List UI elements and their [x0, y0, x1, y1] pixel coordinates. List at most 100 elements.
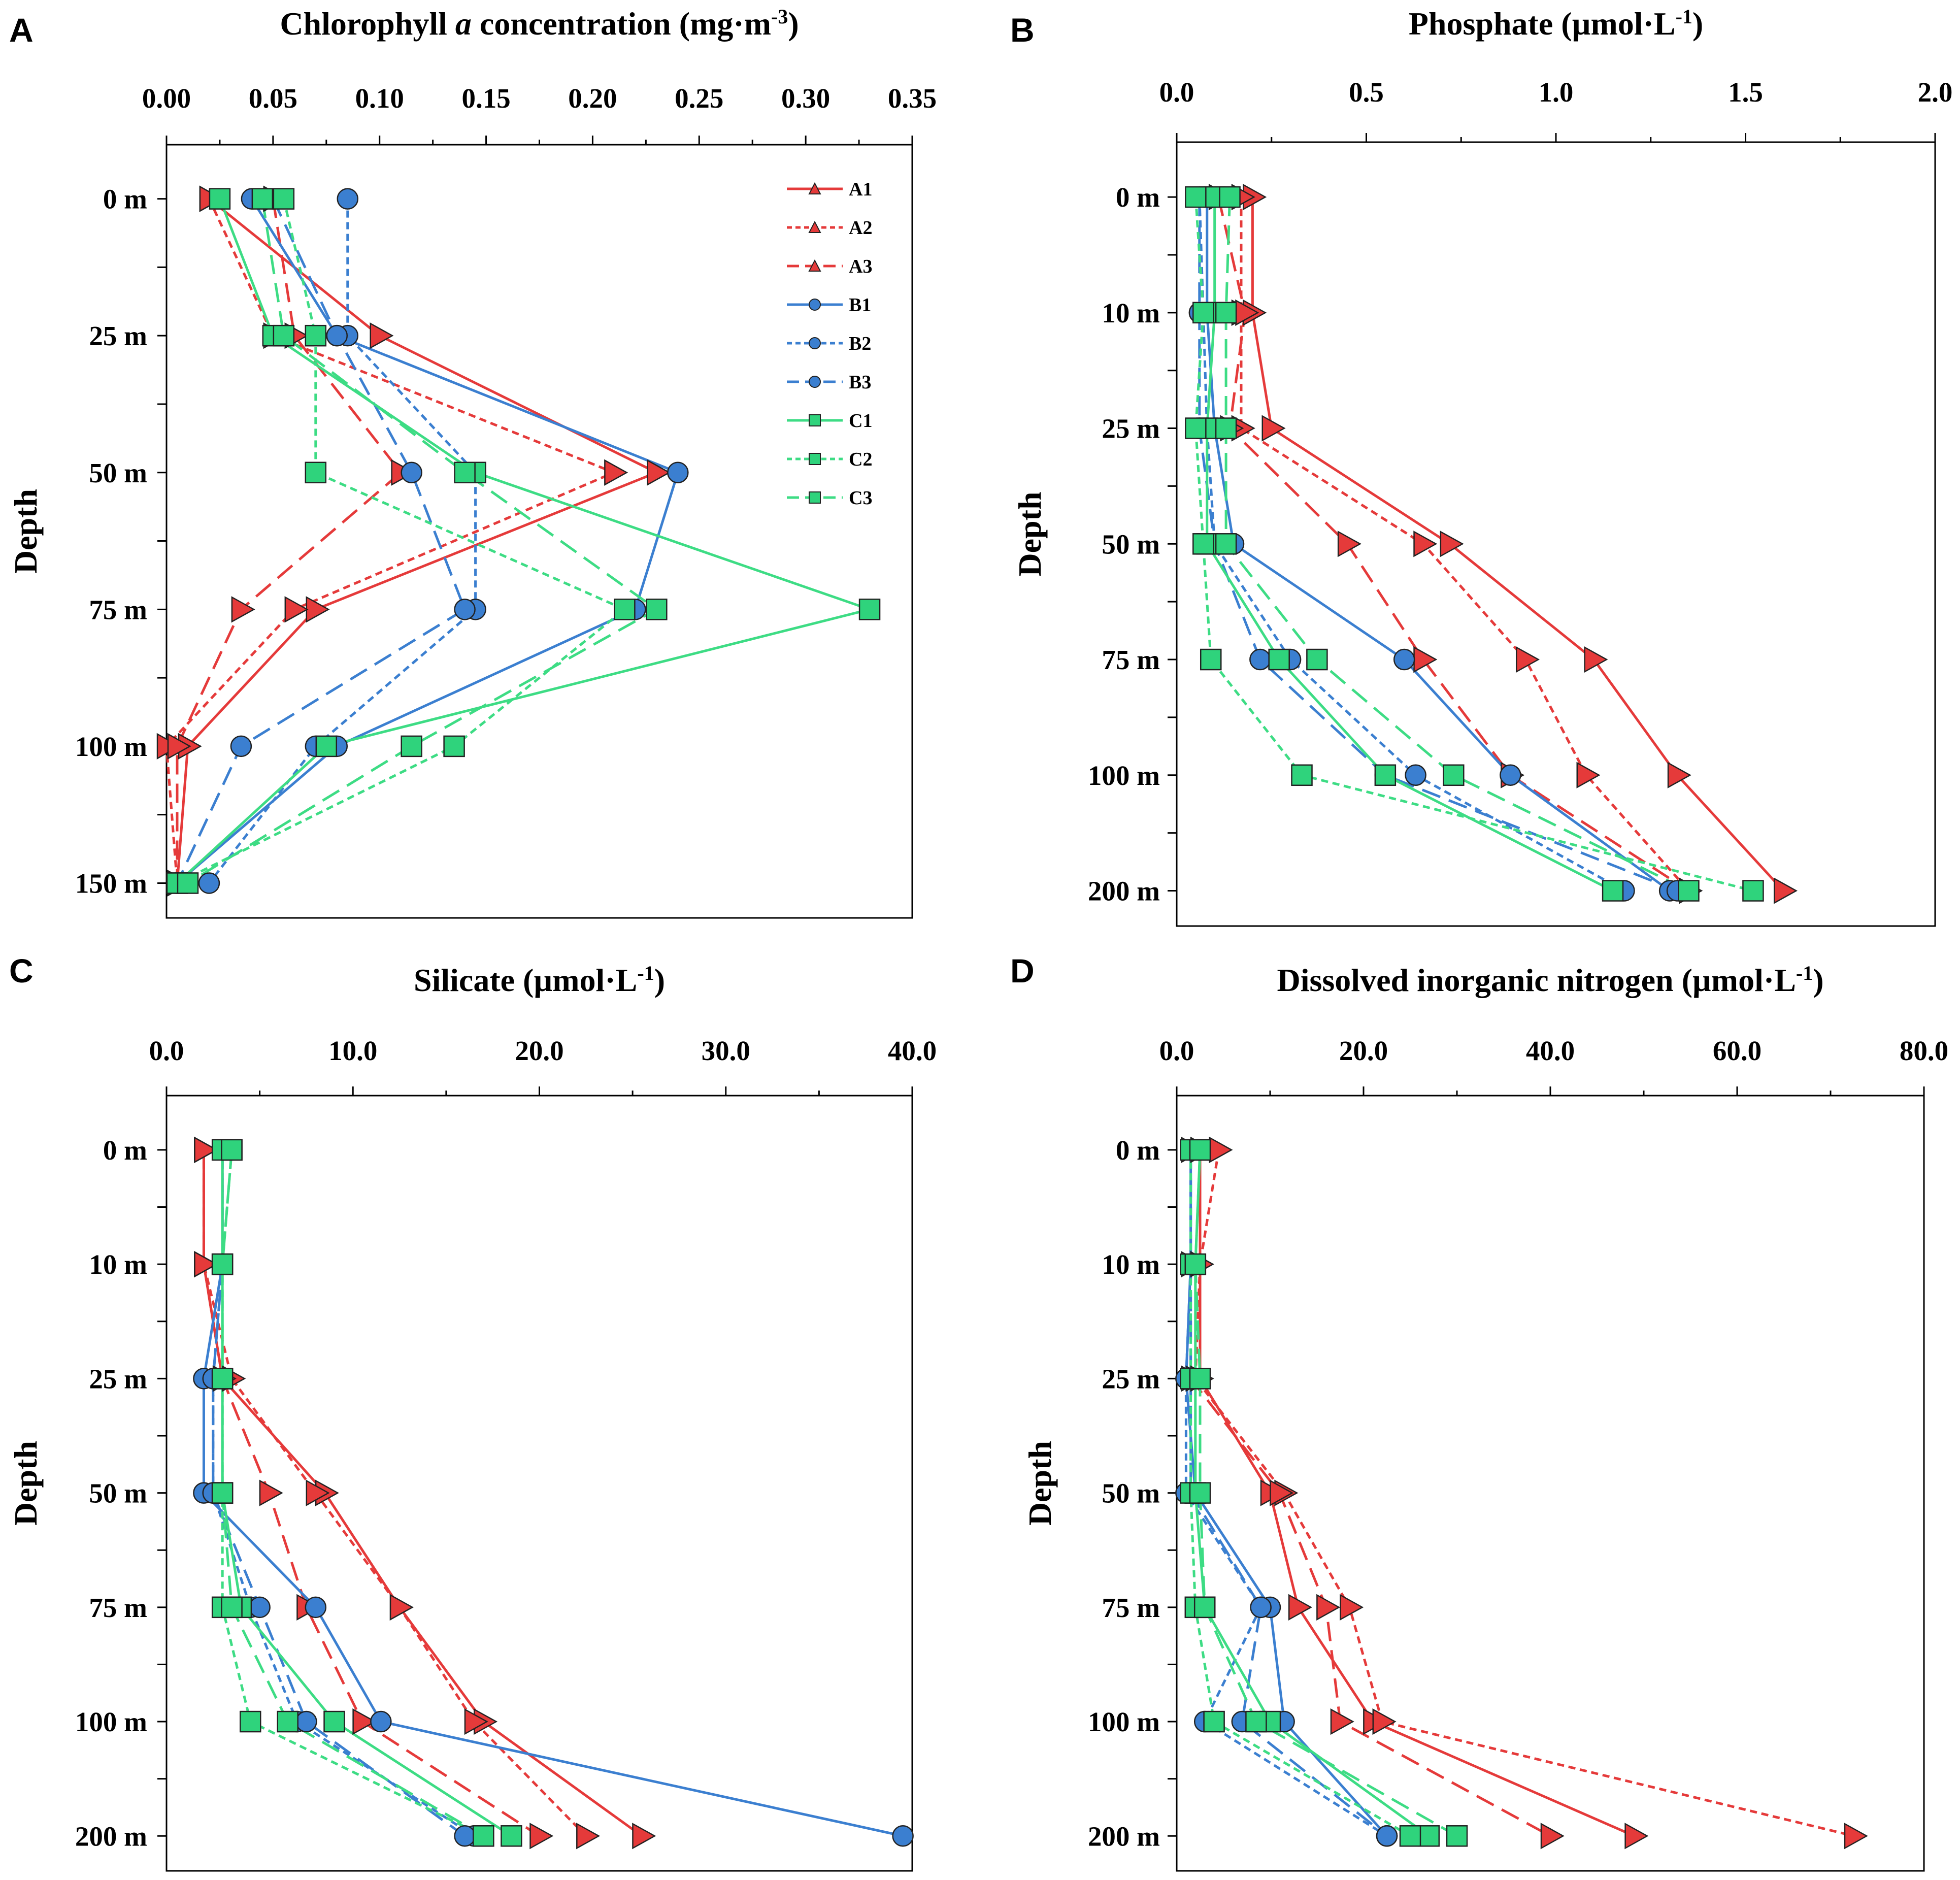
data-point-c3: [1215, 533, 1237, 555]
x-tick-label: 1.5: [1728, 77, 1763, 108]
data-point-b2: [198, 872, 220, 894]
data-point-a1: [632, 1823, 656, 1850]
data-point-a2: [284, 596, 309, 623]
data-point-a2: [576, 1823, 601, 1850]
data-point-a2: [1515, 646, 1540, 673]
legend-marker: [809, 414, 821, 426]
data-point-c1: [1268, 648, 1290, 671]
data-point-a1: [1667, 762, 1691, 788]
series-line-b2: [208, 199, 477, 884]
data-point-a3: [167, 733, 191, 760]
series-line-c3: [187, 199, 658, 884]
panel-letter: C: [9, 952, 34, 990]
data-point-a2: [1576, 762, 1601, 788]
data-point-a3: [1270, 1479, 1294, 1506]
panel-letter: D: [1010, 952, 1035, 990]
data-point-b1: [1393, 648, 1415, 671]
depth-label: 200 m: [75, 1821, 147, 1852]
x-tick-label: 2.0: [1918, 77, 1953, 108]
depth-label: 100 m: [75, 731, 147, 762]
depth-label: 0 m: [1116, 182, 1160, 213]
depth-label: 25 m: [89, 320, 147, 351]
data-point-c3: [454, 461, 476, 484]
data-point-c1: [323, 1710, 345, 1733]
series-line-a1: [1251, 197, 1785, 892]
legend-label-c3: C3: [849, 487, 872, 509]
x-tick-label: 40.0: [1526, 1035, 1575, 1066]
x-tick-label: 0.0: [1159, 1035, 1194, 1066]
data-point-c3: [211, 1482, 234, 1504]
legend-label-a2: A2: [849, 217, 872, 239]
data-point-c2: [443, 735, 465, 757]
series-line-c1: [176, 198, 871, 884]
data-point-c1: [1418, 1825, 1440, 1847]
data-point-a3: [1413, 646, 1438, 673]
legend-marker: [809, 299, 821, 311]
data-point-b3: [295, 1710, 317, 1733]
data-point-c3: [1189, 1139, 1211, 1161]
data-point-b1: [370, 1710, 392, 1733]
data-point-c2: [614, 599, 636, 620]
legend-label-c1: C1: [849, 410, 872, 432]
data-point-a2: [306, 1479, 330, 1506]
data-point-a2: [604, 459, 628, 486]
depth-label: 200 m: [1088, 1821, 1160, 1852]
data-point-c3: [1215, 302, 1237, 324]
data-point-c3: [1189, 1482, 1211, 1504]
data-point-c3: [1193, 1596, 1216, 1619]
legend-marker: [809, 491, 821, 504]
data-point-b1: [1500, 764, 1521, 786]
depth-label: 10 m: [1102, 1249, 1160, 1280]
data-point-c2: [1200, 648, 1222, 671]
data-point-c2: [273, 188, 295, 210]
data-point-c2: [1185, 186, 1207, 208]
data-point-b3: [1376, 1825, 1398, 1847]
chart-title: Phosphate (µmol·L-1): [1409, 5, 1703, 42]
depth-label: 75 m: [89, 1592, 147, 1623]
data-point-b2: [1405, 764, 1426, 786]
x-tick-label: 0.05: [249, 83, 297, 114]
data-point-b3: [230, 735, 252, 757]
data-point-b1: [892, 1825, 914, 1847]
series-line-a3: [176, 199, 403, 883]
data-point-b3: [454, 599, 476, 620]
data-point-c3: [177, 872, 199, 894]
legend-label-a1: A1: [849, 179, 872, 200]
legend-marker: [809, 453, 821, 465]
data-point-c3: [1219, 186, 1241, 208]
depth-label: 75 m: [89, 594, 147, 625]
depth-label: 100 m: [75, 1706, 147, 1737]
legend-label-a3: A3: [849, 256, 872, 277]
legend-label-b3: B3: [849, 372, 871, 393]
data-point-c1: [1602, 880, 1624, 902]
x-tick-label: 0.00: [142, 83, 191, 114]
data-point-b2: [337, 188, 359, 210]
depth-label: 150 m: [75, 868, 147, 899]
depth-label: 50 m: [89, 457, 147, 488]
x-tick-label: 10.0: [328, 1035, 377, 1066]
data-point-a2: [389, 1594, 414, 1621]
data-point-a3: [352, 1708, 377, 1735]
data-point-c3: [1306, 648, 1328, 671]
data-point-c2: [240, 1710, 261, 1733]
series-line-b1: [176, 198, 679, 884]
x-tick-label: 20.0: [1339, 1035, 1388, 1066]
data-point-c2: [1192, 533, 1214, 555]
depth-label: 0 m: [103, 184, 147, 215]
data-point-c2: [1185, 417, 1207, 439]
data-point-c3: [273, 324, 295, 347]
data-point-b3: [1249, 648, 1271, 671]
legend-marker: [808, 220, 821, 233]
series-line-c1: [1194, 1149, 1430, 1837]
data-point-a3: [194, 1136, 218, 1164]
data-point-a3: [1330, 1708, 1354, 1735]
data-point-a1: [1288, 1594, 1312, 1621]
legend-marker: [809, 376, 821, 388]
x-tick-label: 30.0: [702, 1035, 750, 1066]
data-point-a1: [1624, 1823, 1649, 1850]
data-point-a1: [1584, 646, 1608, 673]
data-point-c1: [315, 735, 338, 757]
data-point-c2: [1399, 1825, 1421, 1847]
data-point-c3: [221, 1139, 243, 1161]
